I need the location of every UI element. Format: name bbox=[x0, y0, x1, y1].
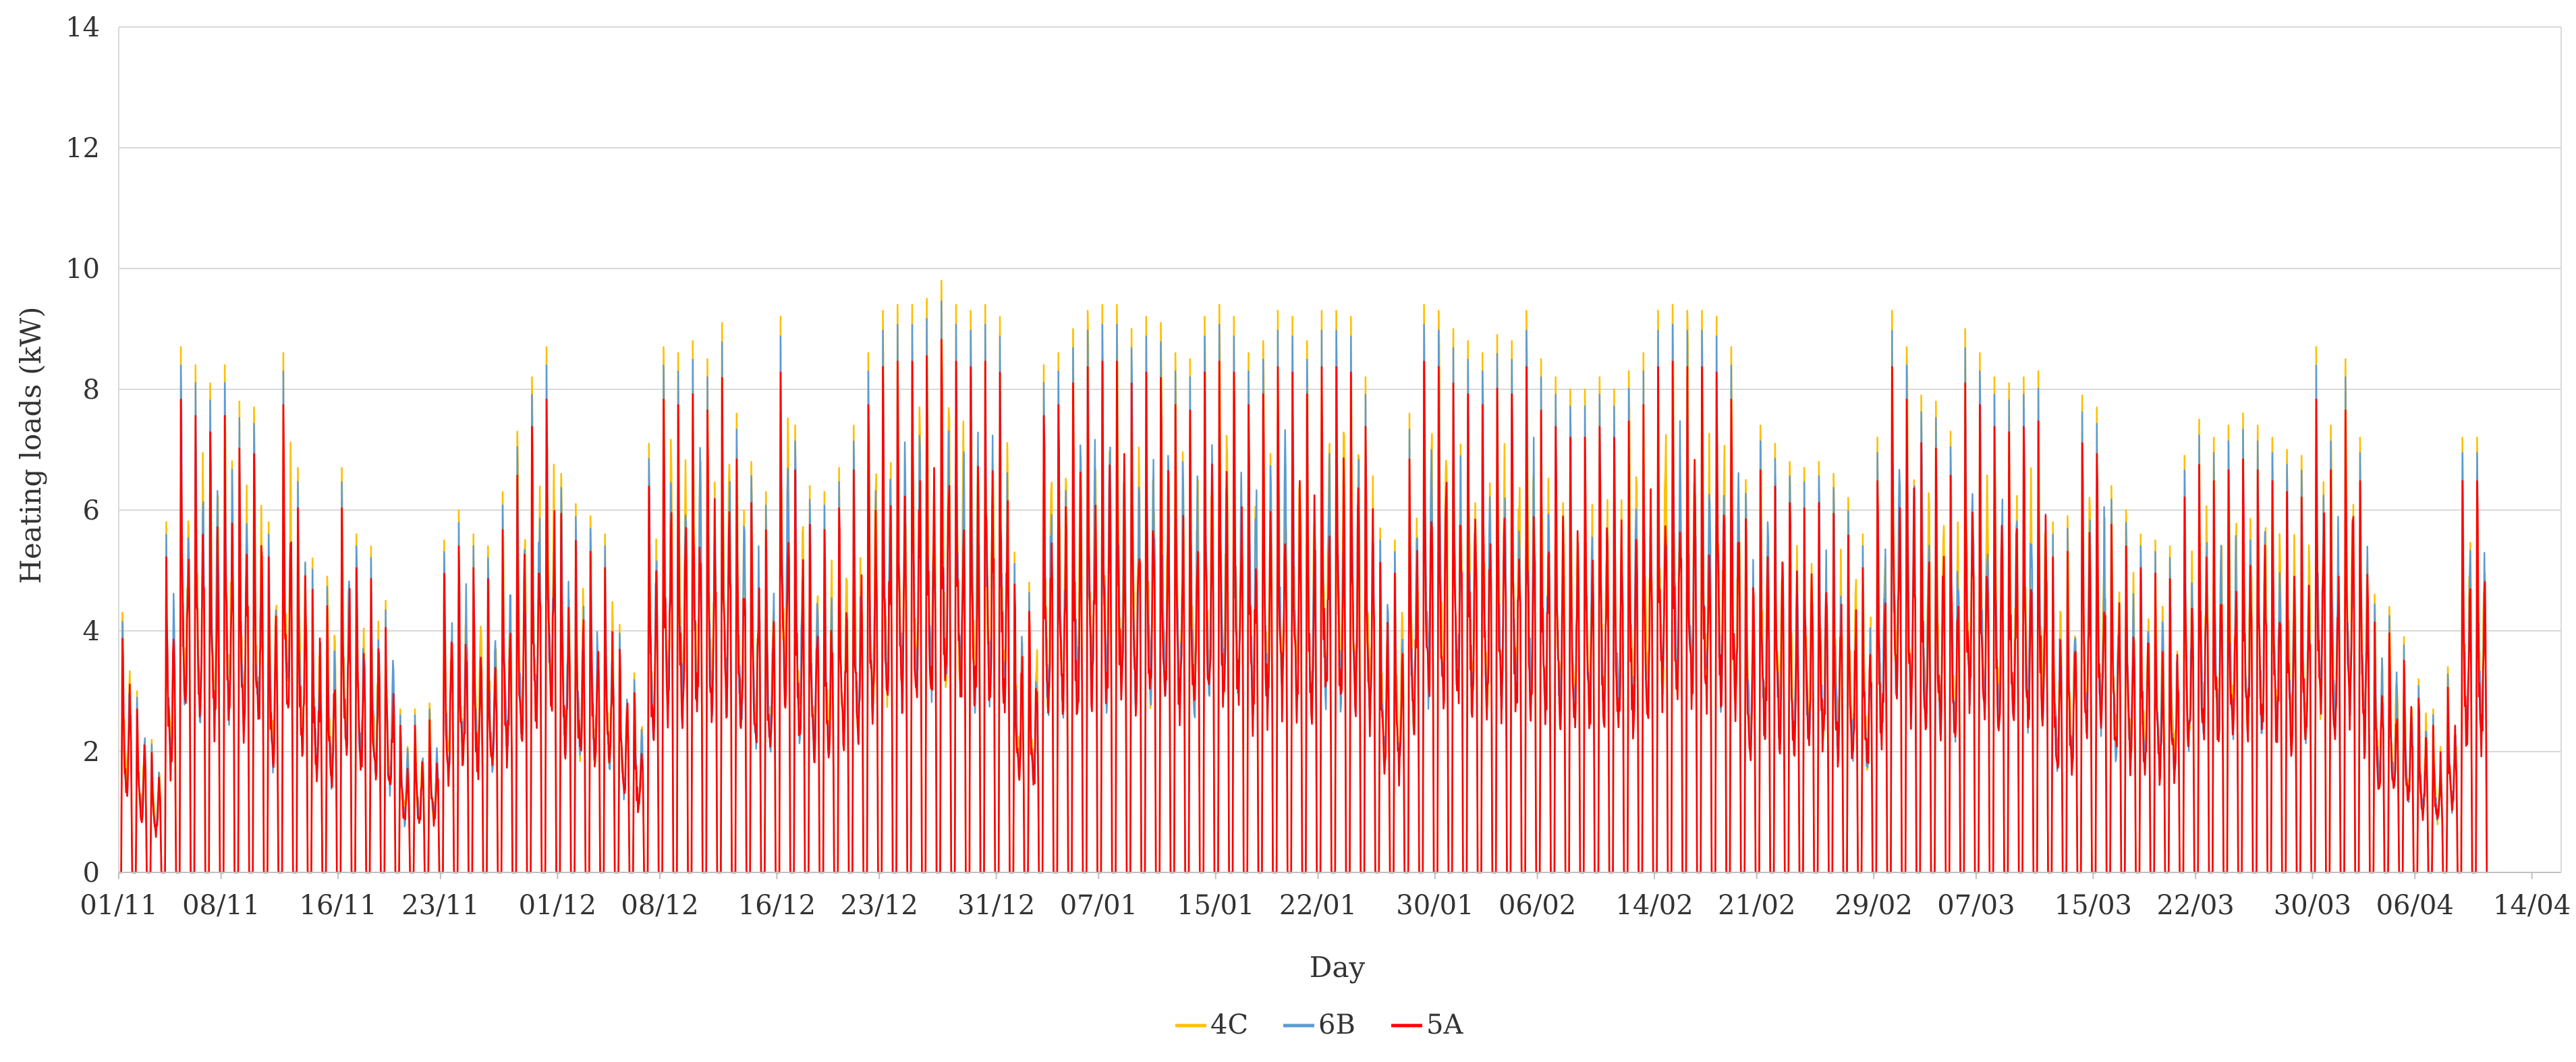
x-tick-label: 14/04 bbox=[2493, 890, 2571, 921]
x-tick-label: 01/12 bbox=[519, 890, 596, 921]
x-tick-label: 08/12 bbox=[621, 890, 698, 921]
y-tick-label: 14 bbox=[65, 12, 100, 43]
y-axis-title: Heating loads (kW) bbox=[14, 306, 47, 584]
x-tick-label: 22/03 bbox=[2156, 890, 2234, 921]
legend-label-4c: 4C bbox=[1210, 1009, 1248, 1040]
y-tick-label: 4 bbox=[83, 616, 100, 647]
y-tick-labels: 0 2 4 6 8 10 12 14 bbox=[65, 12, 100, 889]
y-tick-label: 8 bbox=[83, 374, 100, 406]
x-tick-label: 23/11 bbox=[401, 890, 479, 921]
x-tick-label: 01/11 bbox=[80, 890, 157, 921]
y-tick-label: 2 bbox=[83, 737, 100, 768]
x-tick-label: 07/03 bbox=[1937, 890, 2015, 921]
x-tick-label: 07/01 bbox=[1060, 890, 1138, 921]
x-tick-label: 16/11 bbox=[300, 890, 377, 921]
x-tick-label: 31/12 bbox=[957, 890, 1035, 921]
x-tick-label: 22/01 bbox=[1279, 890, 1357, 921]
x-tick-label: 15/01 bbox=[1177, 890, 1254, 921]
y-tick-label: 0 bbox=[83, 858, 100, 889]
y-tick-label: 6 bbox=[83, 495, 100, 526]
y-tick-label: 10 bbox=[65, 254, 100, 285]
x-tick-label: 29/02 bbox=[1835, 890, 1913, 921]
x-tick-label: 08/11 bbox=[182, 890, 260, 921]
legend: 4C 6B 5A bbox=[1175, 1009, 1463, 1040]
legend-label-6b: 6B bbox=[1318, 1009, 1355, 1040]
x-tick-label: 16/12 bbox=[738, 890, 816, 921]
legend-label-5a: 5A bbox=[1426, 1009, 1463, 1040]
x-tick-label: 06/02 bbox=[1499, 890, 1576, 921]
x-tick-labels: 01/11 08/11 16/11 23/11 01/12 08/12 16/12 23/12… bbox=[80, 872, 2571, 921]
axes bbox=[118, 27, 2562, 873]
x-tick-label: 06/04 bbox=[2376, 890, 2454, 921]
x-tick-label: 15/03 bbox=[2054, 890, 2132, 921]
x-tick-label: 30/01 bbox=[1396, 890, 1474, 921]
x-tick-label: 14/02 bbox=[1615, 890, 1693, 921]
x-tick-label: 30/03 bbox=[2274, 890, 2351, 921]
y-tick-label: 12 bbox=[65, 133, 100, 164]
x-axis-title: Day bbox=[1310, 951, 1366, 984]
x-tick-label: 21/02 bbox=[1718, 890, 1795, 921]
x-tick-label: 23/12 bbox=[841, 890, 918, 921]
